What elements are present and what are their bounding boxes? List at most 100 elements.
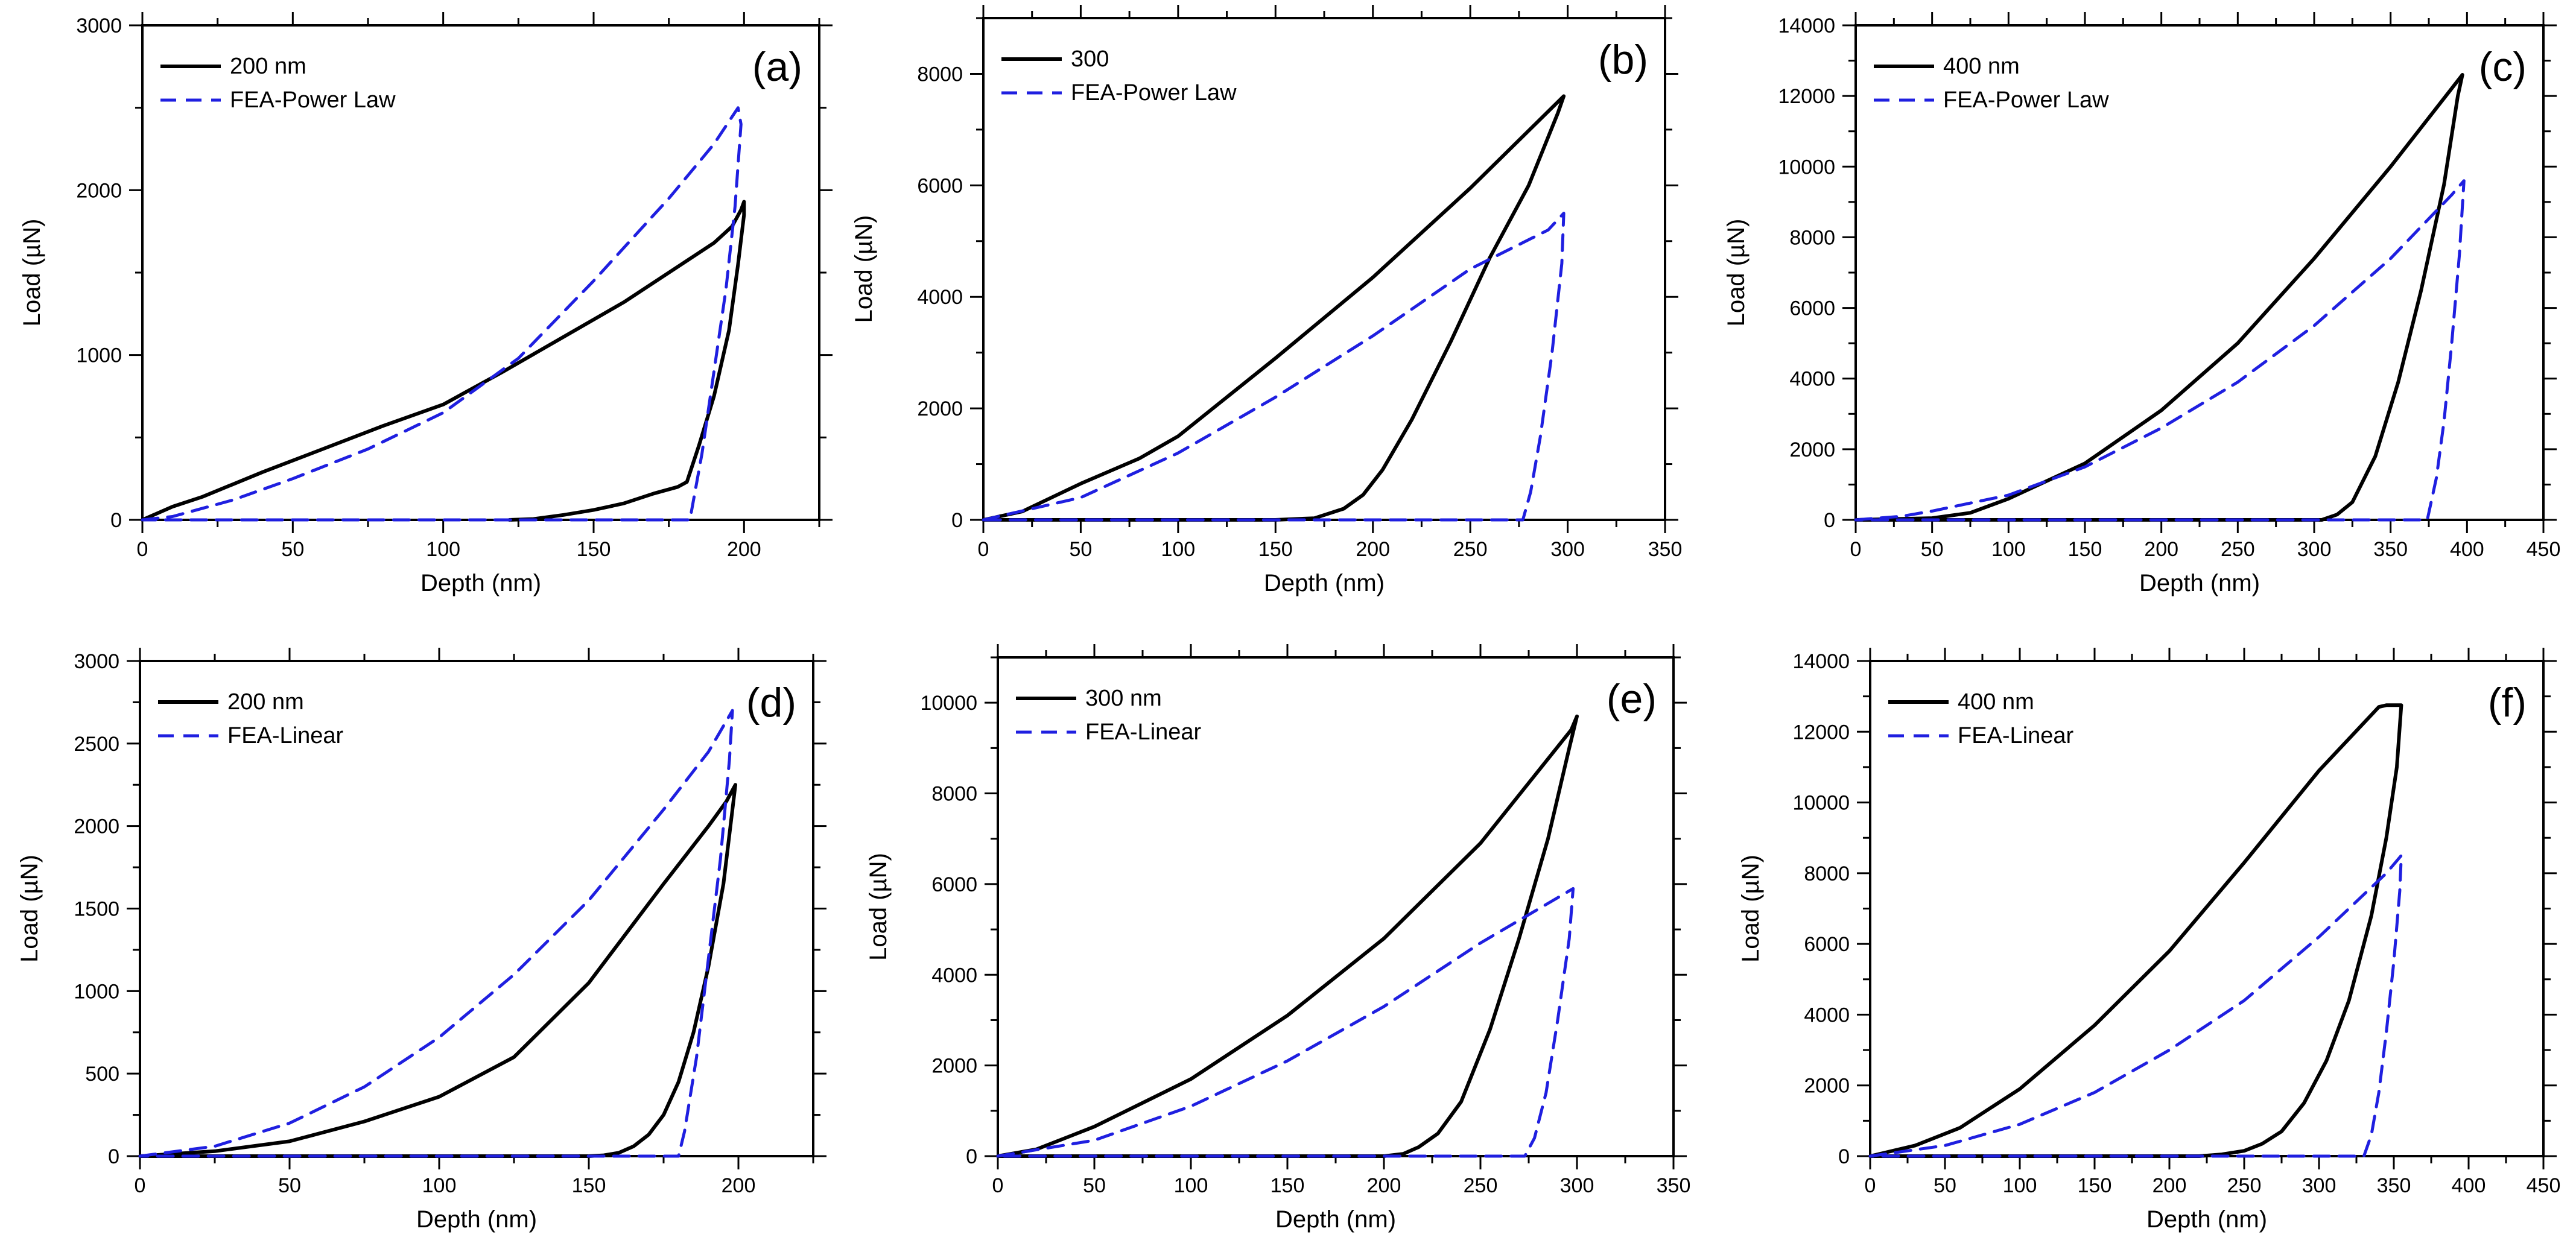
legend-label: 400 nm	[1958, 689, 2034, 715]
y-axis-title: Load (µN)	[16, 855, 43, 963]
legend-label: FEA-Linear	[1958, 723, 2074, 748]
panel-tag: (d)	[746, 680, 796, 726]
experiment-curve	[982, 94, 1566, 522]
x-tick-label: 0	[992, 1174, 1004, 1197]
x-axis-title: Depth (nm)	[416, 1206, 537, 1233]
x-tick-label: 0	[978, 538, 989, 561]
legend-label: FEA-Power Law	[1943, 87, 2109, 113]
y-tick-label: 10000	[1778, 156, 1835, 179]
x-tick-label: 350	[2377, 1174, 2411, 1197]
experiment-curve	[141, 200, 746, 522]
y-tick-label: 6000	[1789, 297, 1835, 320]
y-tick-label: 3000	[74, 650, 119, 673]
y-tick-label: 2000	[76, 179, 122, 202]
x-tick-label: 250	[2221, 538, 2255, 561]
experiment-curve	[1868, 703, 2403, 1158]
y-tick-label: 14000	[1778, 14, 1835, 37]
x-tick-label: 200	[1367, 1174, 1401, 1197]
x-tick-label: 150	[1271, 1174, 1305, 1197]
y-tick-label: 0	[1838, 1145, 1850, 1168]
y-tick-label: 4000	[1804, 1004, 1850, 1026]
legend-label: FEA-Power Law	[1071, 80, 1237, 106]
x-tick-label: 50	[281, 538, 304, 561]
y-tick-label: 0	[1824, 509, 1835, 532]
x-axis-title: Depth (nm)	[1275, 1206, 1396, 1233]
y-tick-label: 0	[951, 509, 963, 532]
x-tick-label: 300	[2302, 1174, 2336, 1197]
x-tick-label: 150	[577, 538, 611, 561]
experiment-curve	[1854, 73, 2464, 522]
x-axis-title: Depth (nm)	[1264, 570, 1385, 596]
x-tick-label: 300	[2297, 538, 2332, 561]
x-axis-title: Depth (nm)	[420, 570, 541, 596]
x-tick-label: 150	[572, 1174, 606, 1197]
y-tick-label: 3000	[76, 14, 122, 37]
x-tick-label: 100	[422, 1174, 457, 1197]
y-axis-title: Load (µN)	[865, 853, 892, 961]
y-tick-label: 2000	[917, 397, 963, 420]
x-tick-label: 100	[1174, 1174, 1208, 1197]
x-tick-label: 450	[2527, 1174, 2561, 1197]
y-tick-label: 2000	[1804, 1075, 1850, 1098]
x-tick-label: 0	[135, 1174, 146, 1197]
x-tick-label: 150	[2078, 1174, 2112, 1197]
x-tick-label: 50	[1083, 1174, 1106, 1197]
y-tick-label: 8000	[1804, 862, 1850, 885]
y-tick-label: 1500	[74, 898, 119, 921]
panel-tag: (b)	[1598, 37, 1648, 83]
panel-c: 0 50 100 150 200 250 300 350 400 450 0 2000 4000 6000…	[1723, 12, 2560, 596]
y-tick-label: 2500	[74, 733, 119, 756]
y-tick-label: 2000	[1789, 438, 1835, 461]
experiment-curve	[138, 783, 737, 1158]
x-tick-label: 350	[1648, 538, 1683, 561]
x-tick-label: 100	[1161, 538, 1195, 561]
legend-label: FEA-Linear	[227, 723, 344, 748]
y-axis-title: Load (µN)	[851, 215, 877, 323]
legend-label: 300	[1071, 46, 1109, 72]
fea-curve	[141, 106, 743, 522]
y-tick-label: 14000	[1792, 650, 1850, 673]
panel-e: 0 50 100 150 200 250 300 350 0 2000 4000 6000 8000 10…	[865, 644, 1690, 1233]
legend-label: FEA-Linear	[1085, 719, 1202, 745]
x-tick-label: 400	[2452, 1174, 2486, 1197]
y-axis-title: Load (µN)	[1723, 219, 1750, 327]
y-tick-label: 2000	[74, 815, 119, 838]
y-tick-label: 10000	[920, 692, 977, 715]
panel-tag: (e)	[1607, 676, 1657, 722]
x-tick-label: 200	[727, 538, 761, 561]
x-tick-label: 350	[1657, 1174, 1691, 1197]
x-tick-label: 200	[722, 1174, 756, 1197]
x-tick-label: 200	[2144, 538, 2178, 561]
legend-label: 200 nm	[230, 54, 306, 79]
y-tick-label: 6000	[917, 174, 963, 197]
legend-label: 200 nm	[227, 689, 304, 715]
x-tick-label: 100	[426, 538, 460, 561]
fea-curve	[996, 887, 1575, 1158]
fea-curve	[982, 212, 1566, 522]
y-tick-label: 0	[110, 509, 122, 532]
y-tick-label: 4000	[931, 964, 977, 987]
panel-tag: (a)	[752, 44, 802, 90]
x-tick-label: 50	[278, 1174, 301, 1197]
x-tick-label: 200	[1356, 538, 1390, 561]
x-axis-title: Depth (nm)	[2146, 1206, 2267, 1233]
x-tick-label: 0	[1850, 538, 1862, 561]
x-tick-label: 400	[2450, 538, 2484, 561]
y-tick-label: 12000	[1792, 721, 1850, 744]
fea-curve	[1854, 179, 2466, 522]
x-tick-label: 150	[2068, 538, 2102, 561]
y-tick-label: 0	[108, 1145, 119, 1168]
legend-label: 300 nm	[1085, 686, 1162, 711]
x-tick-label: 50	[1921, 538, 1944, 561]
y-axis-title: Load (µN)	[19, 219, 45, 327]
x-tick-label: 50	[1070, 538, 1093, 561]
x-tick-label: 150	[1258, 538, 1293, 561]
y-tick-label: 6000	[1804, 933, 1850, 956]
legend-label: 400 nm	[1943, 54, 2020, 79]
y-tick-label: 6000	[931, 873, 977, 896]
y-tick-label: 500	[85, 1063, 119, 1086]
panel-tag: (f)	[2488, 680, 2527, 726]
x-tick-label: 50	[1934, 1174, 1956, 1197]
x-tick-label: 300	[1560, 1174, 1594, 1197]
y-tick-label: 1000	[76, 344, 122, 367]
